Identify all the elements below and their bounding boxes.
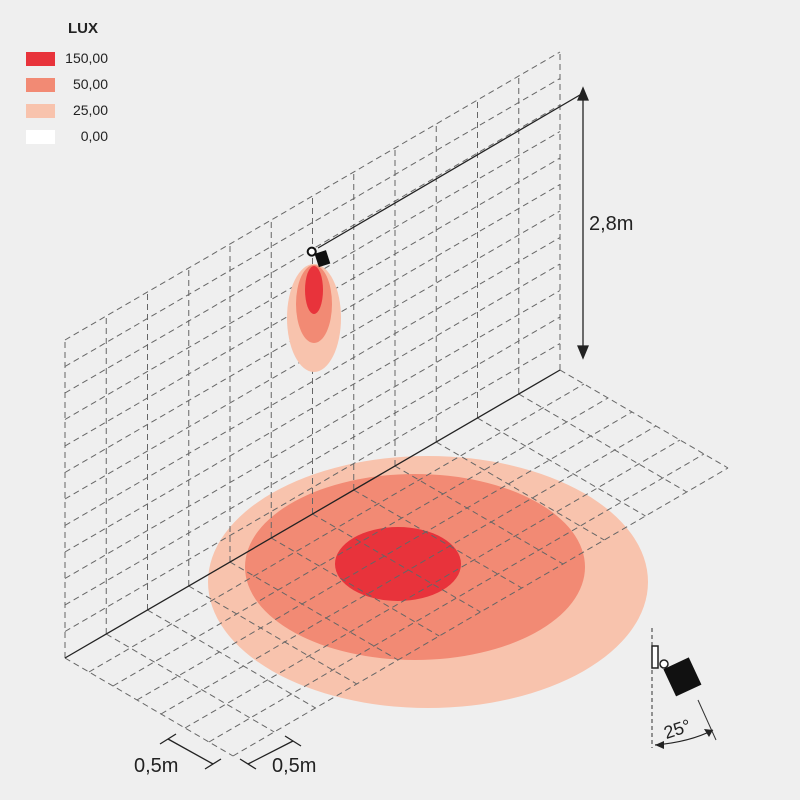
legend-value-25: 25,00 — [72, 102, 108, 118]
spotlight-fixture-icon — [306, 246, 331, 268]
wall-grid — [64, 51, 561, 658]
grid-step-label-a: 0,5m — [134, 755, 178, 777]
grid-step-dimension-a — [159, 733, 222, 770]
legend-swatch-150 — [26, 52, 55, 66]
wall-floor-edge — [64, 369, 561, 659]
legend-item-0: 0,00 — [26, 128, 116, 146]
legend-title: LUX — [68, 20, 98, 37]
fixture-side-view-icon — [651, 628, 717, 749]
legend-item-50: 50,00 — [26, 76, 116, 94]
height-dimension — [577, 86, 589, 360]
grid-step-label-b: 0,5m — [272, 755, 316, 777]
wall-illuminance — [287, 264, 341, 372]
legend-item-150: 150,00 — [26, 50, 116, 68]
room-edges — [64, 91, 586, 659]
grid-step-dimension-b — [239, 735, 302, 770]
floor-grid — [64, 369, 729, 757]
legend-item-25: 25,00 — [26, 102, 116, 120]
height-label: 2,8m — [589, 213, 633, 235]
legend-value-150: 150,00 — [65, 50, 108, 66]
floor-illuminance — [208, 456, 648, 708]
legend-swatch-25 — [26, 104, 55, 118]
legend-swatch-50 — [26, 78, 55, 92]
wall-zone-150 — [305, 266, 323, 314]
legend-value-50: 50,00 — [72, 76, 108, 92]
legend-swatch-0 — [26, 130, 55, 144]
mount-height-guide — [317, 91, 586, 249]
legend-value-0: 0,00 — [80, 128, 108, 144]
